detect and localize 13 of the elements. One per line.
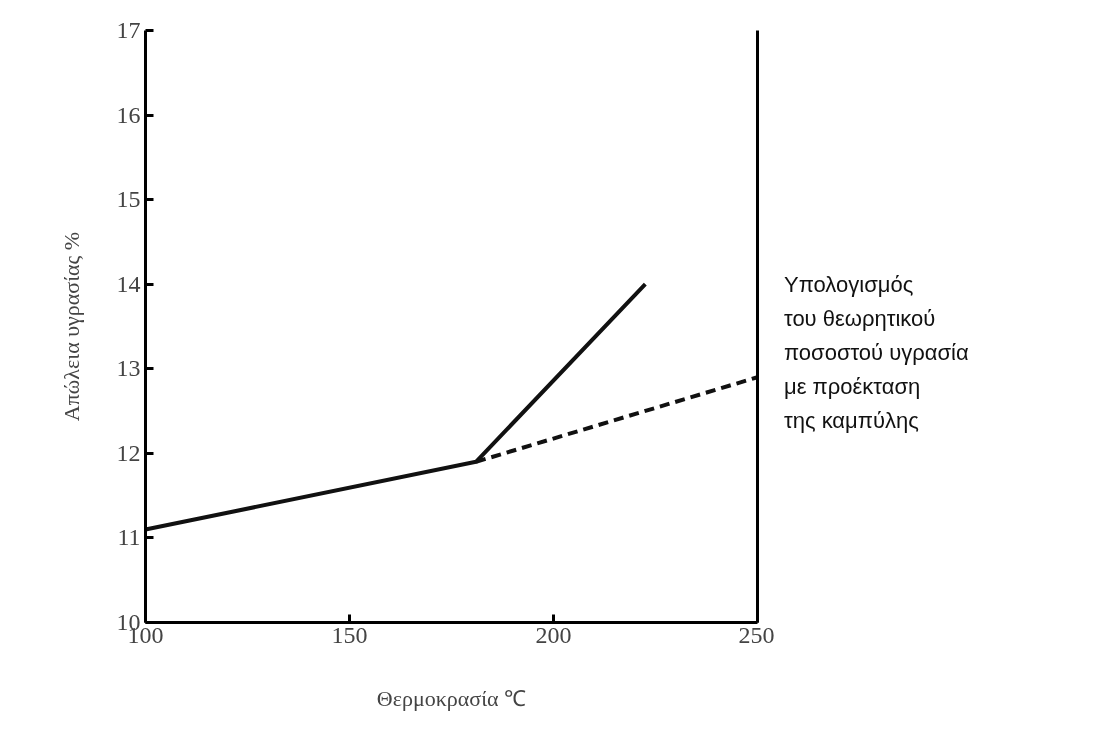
x-tick-label: 150 [331, 621, 368, 648]
y-tick-label: 16 [116, 101, 141, 128]
y-tick-label: 17 [116, 17, 141, 43]
text: Υπολογισμός του θεωρητικού ποσοστού υγρασία με προέκταση της καμπύλης [784, 271, 969, 435]
y-tick-label: 12 [116, 439, 141, 466]
y-tick-label: 11 [117, 524, 141, 551]
x-tick-label: 200 [535, 621, 572, 648]
x-tick-label: 250 [738, 621, 775, 648]
y-tick-label: 14 [116, 270, 141, 297]
y-tick-label: 13 [116, 355, 141, 382]
x-axis-title: Θερμοκρασία ℃ [376, 685, 527, 711]
y-axis-title: Απώλεια υγρασίας % [58, 231, 84, 422]
y-tick-label: 15 [116, 186, 141, 213]
